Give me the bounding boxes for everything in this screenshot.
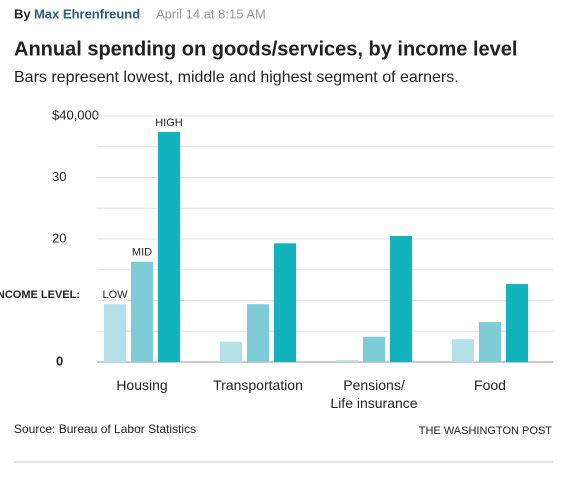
credit: THE WASHINGTON POST bbox=[419, 425, 553, 437]
legend-label: LOW bbox=[102, 289, 128, 301]
source: Source: Bureau of Labor Statistics bbox=[14, 422, 196, 436]
bar bbox=[452, 339, 474, 362]
legend-label: MID bbox=[132, 247, 152, 259]
x-tick-label: Food bbox=[474, 377, 506, 393]
y-tick-label: 30 bbox=[52, 169, 66, 184]
byline-prefix: By bbox=[14, 6, 31, 21]
bar bbox=[104, 304, 126, 362]
y-tick-label: $40,000 bbox=[52, 107, 99, 122]
bar bbox=[274, 243, 296, 362]
legend-label: HIGH bbox=[155, 117, 183, 129]
bar bbox=[131, 261, 153, 362]
bar bbox=[158, 131, 180, 362]
bar bbox=[363, 336, 385, 362]
y-tick-label: 20 bbox=[52, 230, 66, 245]
byline-author[interactable]: Max Ehrenfreund bbox=[34, 6, 140, 21]
byline-date: April 14 at 8:15 AM bbox=[156, 6, 266, 21]
bar bbox=[247, 304, 269, 362]
chart-subtitle: Bars represent lowest, middle and highes… bbox=[14, 69, 459, 86]
legend-title: INCOME LEVEL: bbox=[0, 289, 80, 301]
bar bbox=[479, 322, 501, 362]
x-tick-label: Pensions/ Life insurance bbox=[330, 377, 418, 411]
chart-title: Annual spending on goods/services, by in… bbox=[14, 38, 517, 60]
bar bbox=[390, 235, 412, 362]
x-tick-label: Transportation bbox=[213, 377, 303, 393]
bar bbox=[506, 283, 528, 362]
bar bbox=[220, 341, 242, 362]
x-tick-label: Housing bbox=[116, 377, 168, 393]
y-tick-label: 0 bbox=[56, 353, 63, 368]
bar bbox=[336, 360, 358, 362]
